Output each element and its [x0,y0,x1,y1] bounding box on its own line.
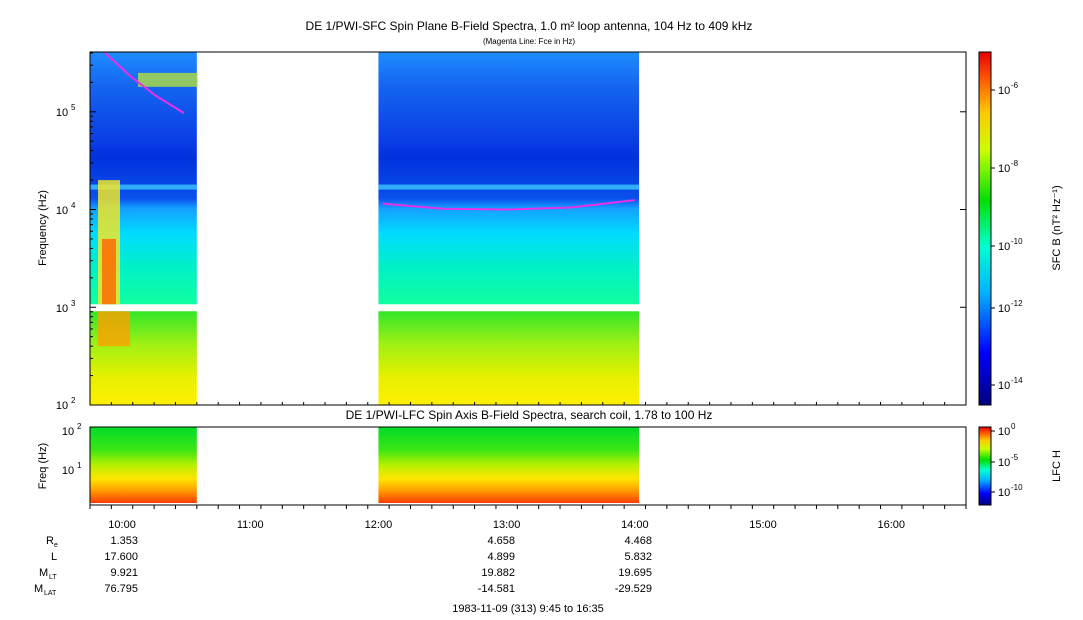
sfc-high-band-segment-2 [378,52,640,305]
lfc-colorbar-ticks: 10 0 10 -5 10 -10 [998,422,1023,499]
svg-text:M: M [34,583,43,595]
l-value-2: 4.899 [487,551,515,563]
cbar-tick-1e-10: 10 [998,487,1010,499]
svg-text:LT: LT [49,574,57,581]
time-axis: 10:00 11:00 12:00 13:00 14:00 15:00 16:00 [89,402,967,531]
mlat-value-1: 76.795 [104,583,138,595]
colorbar-tick-marks [991,89,995,493]
sfc-high-freq-patch [138,72,198,87]
mlt-value-3: 19.695 [618,567,652,579]
svg-text:1: 1 [77,461,82,470]
y-tick-label-1e1-lfc: 10 [62,465,74,477]
svg-text:SFC B (nT² Hz⁻¹): SFC B (nT² Hz⁻¹) [1051,185,1063,270]
y-tick-label-1e4: 10 [56,205,68,217]
time-tick-label-2: 11:00 [237,519,264,531]
sfc-colorbar [978,51,992,406]
time-range-footer: 1983-11-09 (313) 9:45 to 16:35 [452,603,603,615]
ephemeris-row-mlt: M LT 9.921 19.882 19.695 [39,567,652,581]
lfc-colorbar-label: LFC H [1051,450,1063,482]
re-value-3: 4.468 [624,535,652,547]
svg-text:-14: -14 [1011,376,1023,385]
lfc-spectrogram [90,427,640,503]
time-tick-label-7: 16:00 [877,519,905,531]
sfc-y-axis-label: Frequency (Hz) [37,190,49,266]
svg-text:5: 5 [71,103,76,112]
mlat-value-3: -29.529 [615,583,652,595]
y-tick-marks [90,52,966,406]
svg-text:LFC H: LFC H [1051,450,1063,482]
cbar-tick-1e0: 10 [998,426,1010,438]
mlt-value-1: 9.921 [110,567,138,579]
lfc-y-axis-label: Freq (Hz) [37,443,49,489]
bottom-panel-title: DE 1/PWI-LFC Spin Axis B-Field Spectra, … [346,408,713,422]
sfc-colorbar-ticks: 10 -6 10 -8 10 -10 10 -12 10 -14 [998,81,1023,392]
fce-line-segment2 [382,199,635,211]
ephemeris-row-l: L 17.600 4.899 5.832 [51,551,652,563]
svg-text:L: L [51,551,57,563]
svg-text:M: M [39,567,48,579]
svg-text:2: 2 [77,422,82,431]
sfc-low-band-segment-2 [378,311,640,405]
l-value-3: 5.832 [624,551,652,563]
svg-text:-10: -10 [1011,483,1023,492]
lfc-panel-frame [89,426,967,506]
sfc-line-emission-2 [378,184,640,190]
y-tick-label-1e3: 10 [56,303,68,315]
svg-text:2: 2 [71,396,76,405]
sfc-panel-frame [89,51,967,406]
y-tick-label-1e2: 10 [56,400,68,412]
time-tick-label-4: 13:00 [493,519,521,531]
y-tick-label-1e5: 10 [56,107,68,119]
time-tick-label-5: 14:00 [621,519,649,531]
lfc-y-ticks: 10 2 10 1 [62,422,82,477]
svg-text:0: 0 [1011,422,1016,431]
top-panel-title: DE 1/PWI-SFC Spin Plane B-Field Spectra,… [306,19,753,33]
y-tick-label-1e2-lfc: 10 [62,426,74,438]
lfc-segment-1 [90,427,197,503]
svg-text:-10: -10 [1011,237,1023,246]
mlat-value-2: -14.581 [478,583,515,595]
cbar-tick-1e-6: 10 [998,85,1010,97]
re-value-1: 1.353 [110,535,138,547]
l-value-1: 17.600 [104,551,138,563]
re-value-2: 4.658 [487,535,515,547]
svg-text:-6: -6 [1011,81,1019,90]
sfc-burst-core [102,238,116,305]
time-tick-label-6: 15:00 [749,519,777,531]
ephemeris-row-mlat: M LAT 76.795 -14.581 -29.529 [34,583,652,597]
fce-line [104,52,635,211]
svg-text:R: R [46,535,54,547]
svg-text:LAT: LAT [44,590,57,597]
svg-text:-8: -8 [1011,159,1019,168]
sfc-y-ticks: 10 2 10 3 10 4 10 5 [56,103,76,412]
fce-line-segment1 [104,52,185,114]
top-panel-subtitle: (Magenta Line: Fce in Hz) [483,37,575,46]
svg-text:3: 3 [71,299,76,308]
svg-text:4: 4 [71,201,76,210]
sfc-colorbar-label: SFC B (nT² Hz⁻¹) [1051,185,1063,270]
cbar-tick-1e-8: 10 [998,163,1010,175]
time-tick-label-1: 10:00 [108,519,136,531]
mlt-value-2: 19.882 [481,567,515,579]
cbar-tick-1e-14: 10 [998,380,1010,392]
time-tick-label-3: 12:00 [365,519,393,531]
svg-text:-5: -5 [1011,453,1019,462]
sfc-burst-low [98,311,130,347]
lfc-colorbar [978,426,992,506]
cbar-tick-1e-12: 10 [998,303,1010,315]
lfc-segment-2 [378,427,640,503]
sfc-line-emission-1 [90,184,197,190]
cbar-tick-1e-10: 10 [998,241,1010,253]
svg-text:e: e [54,542,58,549]
cbar-tick-1e-5: 10 [998,457,1010,469]
svg-text:-12: -12 [1011,299,1023,308]
sfc-spectrogram [90,52,640,405]
